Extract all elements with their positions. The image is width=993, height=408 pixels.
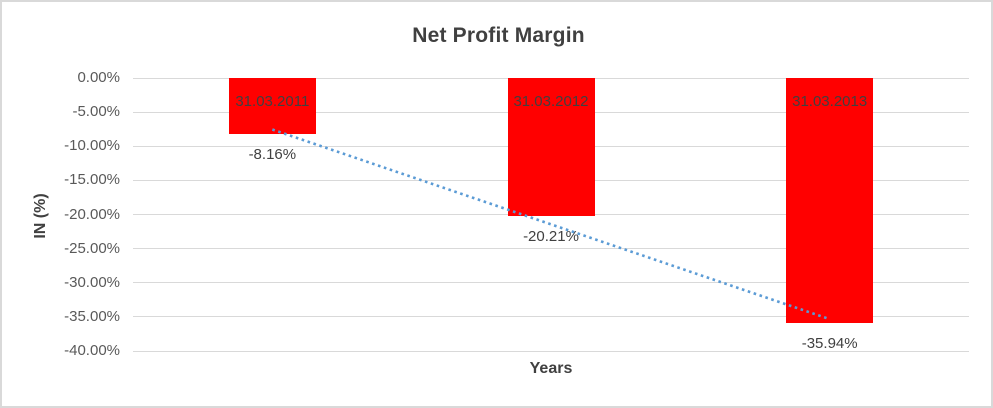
y-tick-label: -40.00% xyxy=(64,342,120,359)
bar-category-label: 31.03.2012 xyxy=(513,93,589,110)
y-tick-label: -5.00% xyxy=(72,103,120,121)
gridline xyxy=(133,350,969,352)
bar-category-label: 31.03.2013 xyxy=(792,93,868,110)
y-tick-label: -30.00% xyxy=(64,273,120,291)
chart-bar xyxy=(228,78,316,134)
bar-value-label: -35.94% xyxy=(801,335,858,353)
y-tick-label: -15.00% xyxy=(64,171,120,189)
bar-value-label: -20.21% xyxy=(523,227,579,245)
y-tick-label: 0.00% xyxy=(77,69,120,86)
chart-title: Net Profit Margin xyxy=(412,24,585,47)
bar-value-label: -8.16% xyxy=(248,145,297,163)
y-tick-label: -35.00% xyxy=(64,307,120,325)
y-tick-label: -20.00% xyxy=(64,205,120,223)
y-tick-label: -25.00% xyxy=(64,239,120,257)
y-tick-label: -10.00% xyxy=(64,137,120,155)
bar-category-label: 31.03.2011 xyxy=(235,93,310,110)
x-axis-title: Years xyxy=(529,360,573,377)
chart-bar xyxy=(786,78,874,324)
